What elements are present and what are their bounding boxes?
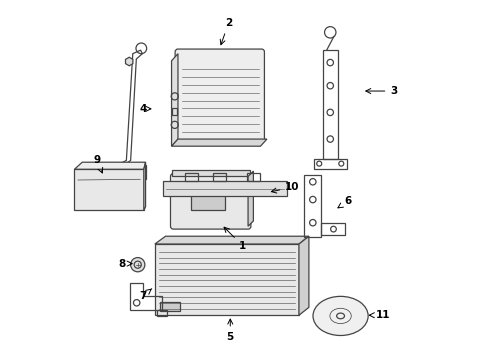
Bar [213, 173, 225, 181]
Polygon shape [74, 162, 145, 169]
Text: 3: 3 [365, 86, 397, 96]
Bar [155, 244, 298, 315]
Text: 6: 6 [337, 196, 350, 208]
Bar [191, 194, 224, 210]
Polygon shape [171, 54, 178, 146]
FancyBboxPatch shape [175, 49, 264, 142]
Bar [184, 173, 197, 181]
Text: 1: 1 [224, 227, 246, 251]
Polygon shape [171, 139, 266, 146]
Polygon shape [143, 162, 145, 210]
Polygon shape [247, 171, 253, 226]
Text: 2: 2 [220, 18, 232, 45]
Ellipse shape [312, 296, 367, 336]
Circle shape [130, 257, 144, 272]
Polygon shape [155, 236, 308, 244]
FancyBboxPatch shape [170, 174, 250, 229]
Polygon shape [298, 236, 308, 315]
Polygon shape [171, 170, 249, 176]
Text: 7: 7 [139, 289, 151, 301]
Text: 5: 5 [226, 319, 233, 342]
Bar [246, 173, 259, 181]
Text: 8: 8 [118, 258, 132, 269]
Text: 10: 10 [271, 182, 299, 193]
Bar [160, 302, 180, 311]
Bar [322, 50, 337, 159]
Bar [172, 108, 177, 115]
Text: 9: 9 [93, 156, 102, 173]
Text: 4: 4 [139, 104, 151, 114]
Bar [163, 181, 286, 196]
Polygon shape [74, 169, 143, 210]
Bar [156, 310, 167, 316]
Text: 11: 11 [368, 310, 390, 320]
